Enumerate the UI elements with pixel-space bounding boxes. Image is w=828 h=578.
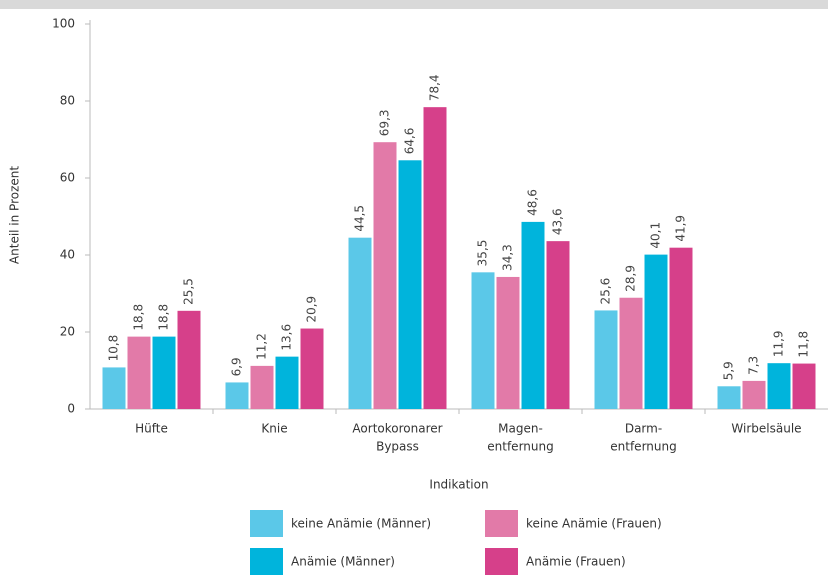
value-label: 78,4 bbox=[428, 74, 442, 101]
value-label: 43,6 bbox=[551, 208, 565, 235]
value-label: 13,6 bbox=[280, 324, 294, 351]
bar bbox=[398, 160, 422, 409]
value-label: 41,9 bbox=[674, 215, 688, 242]
x-tick-label: Darm- bbox=[625, 422, 662, 436]
bar bbox=[177, 310, 201, 409]
x-tick-label: Bypass bbox=[376, 440, 419, 454]
legend-swatch bbox=[485, 510, 518, 537]
y-axis-title: Anteil in Prozent bbox=[8, 166, 22, 264]
value-label: 35,5 bbox=[476, 240, 490, 267]
value-label: 40,1 bbox=[649, 222, 663, 249]
value-label: 25,5 bbox=[182, 278, 196, 305]
bar bbox=[521, 221, 545, 409]
bar bbox=[127, 336, 151, 409]
value-label: 18,8 bbox=[132, 304, 146, 331]
value-label: 64,6 bbox=[403, 128, 417, 155]
y-tick-label: 40 bbox=[60, 248, 75, 262]
legend-label: keine Anämie (Männer) bbox=[291, 517, 431, 531]
bar bbox=[619, 297, 643, 409]
bar bbox=[275, 356, 299, 409]
bar bbox=[742, 380, 766, 409]
legend-swatch bbox=[485, 548, 518, 575]
value-label: 28,9 bbox=[624, 265, 638, 292]
bar bbox=[767, 363, 791, 409]
bar bbox=[471, 272, 495, 409]
x-tick-label: Hüfte bbox=[135, 422, 168, 436]
bar bbox=[373, 142, 397, 409]
x-tick-label: Wirbelsäule bbox=[731, 422, 801, 436]
bar bbox=[300, 328, 324, 409]
x-tick-label: Knie bbox=[261, 422, 287, 436]
bar bbox=[792, 363, 816, 409]
value-label: 48,6 bbox=[526, 189, 540, 216]
bar bbox=[644, 254, 668, 409]
bar bbox=[348, 237, 372, 409]
bar bbox=[594, 310, 618, 409]
legend-label: Anämie (Frauen) bbox=[526, 555, 626, 569]
value-label: 7,3 bbox=[747, 356, 761, 375]
bar bbox=[423, 107, 447, 409]
x-tick-label: entfernung bbox=[487, 440, 553, 454]
bar bbox=[152, 336, 176, 409]
top-band bbox=[0, 0, 828, 9]
value-label: 18,8 bbox=[157, 304, 171, 331]
bar bbox=[717, 386, 741, 409]
legend-label: Anämie (Männer) bbox=[291, 555, 395, 569]
y-tick-label: 80 bbox=[60, 94, 75, 108]
value-label: 10,8 bbox=[107, 335, 121, 362]
legend-swatch bbox=[250, 510, 283, 537]
value-label: 69,3 bbox=[378, 109, 392, 136]
bar bbox=[102, 367, 126, 409]
value-label: 25,6 bbox=[599, 278, 613, 305]
y-tick-label: 0 bbox=[67, 402, 75, 416]
x-tick-label: Aortokoronarer bbox=[352, 422, 442, 436]
y-tick-label: 60 bbox=[60, 171, 75, 185]
legend-label: keine Anämie (Frauen) bbox=[526, 517, 662, 531]
value-label: 6,9 bbox=[230, 357, 244, 376]
bar bbox=[669, 247, 693, 409]
value-label: 34,3 bbox=[501, 244, 515, 271]
y-tick-label: 20 bbox=[60, 325, 75, 339]
x-axis-title: Indikation bbox=[429, 478, 488, 492]
value-label: 44,5 bbox=[353, 205, 367, 232]
value-label: 11,9 bbox=[772, 330, 786, 357]
value-label: 11,2 bbox=[255, 333, 269, 360]
x-tick-label: entfernung bbox=[610, 440, 676, 454]
bar bbox=[496, 276, 520, 409]
bar bbox=[546, 241, 570, 409]
value-label: 11,8 bbox=[797, 331, 811, 358]
bar bbox=[250, 365, 274, 409]
value-label: 20,9 bbox=[305, 296, 319, 323]
value-label: 5,9 bbox=[722, 361, 736, 380]
legend-swatch bbox=[250, 548, 283, 575]
x-tick-label: Magen- bbox=[498, 422, 543, 436]
y-tick-label: 100 bbox=[52, 17, 75, 31]
bar bbox=[225, 382, 249, 409]
